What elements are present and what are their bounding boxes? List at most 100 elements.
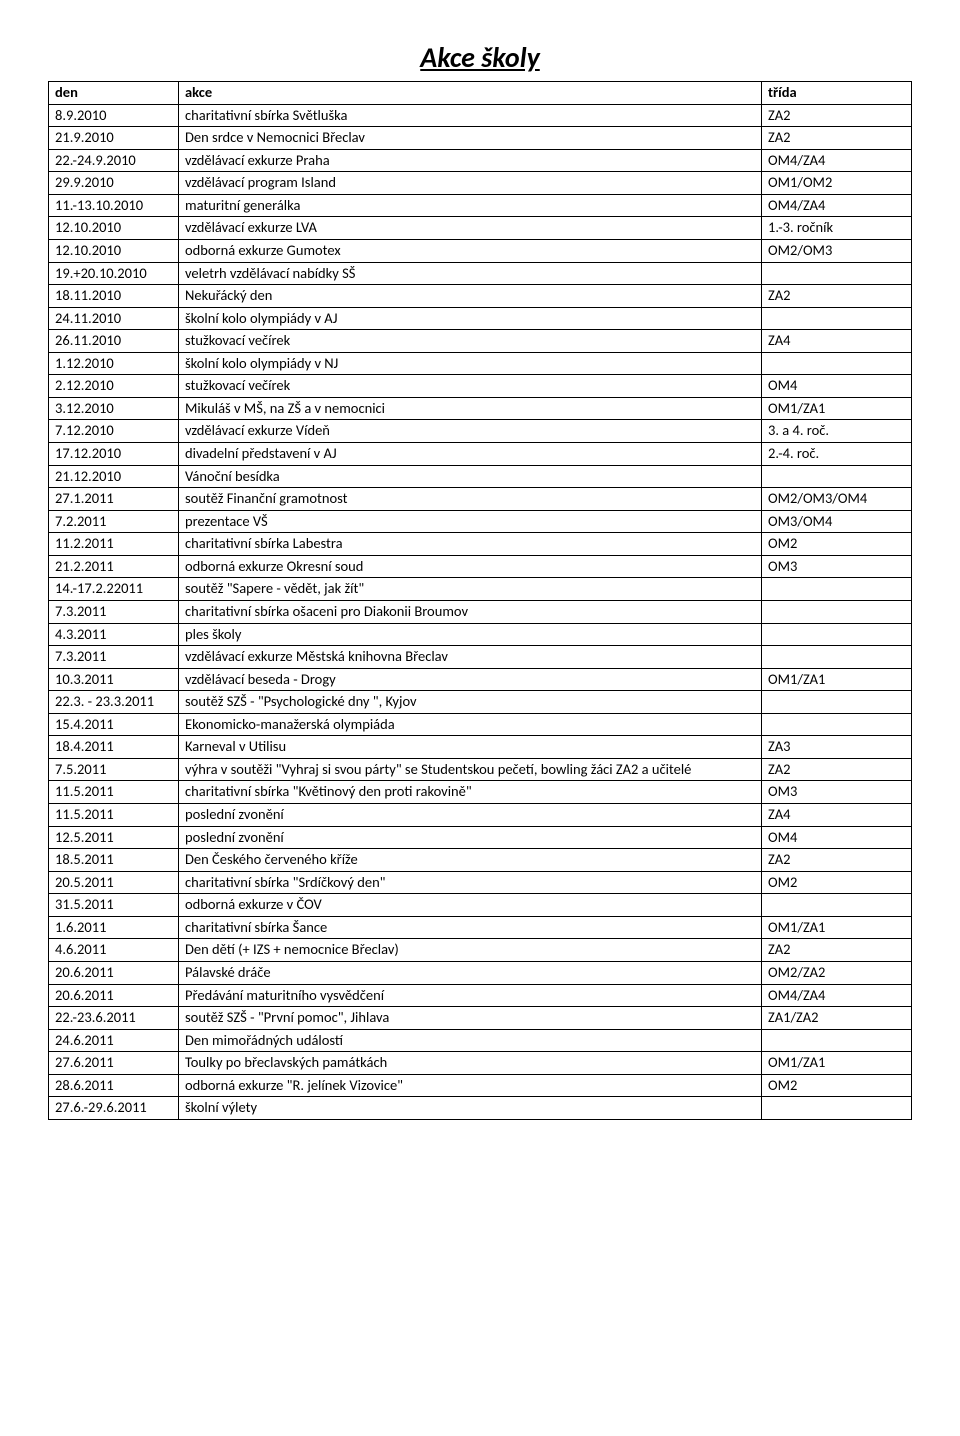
- cell-akce: odborná exkurze v ČOV: [179, 894, 762, 917]
- cell-den: 7.2.2011: [49, 510, 179, 533]
- cell-akce: prezentace VŠ: [179, 510, 762, 533]
- table-row: 17.12.2010divadelní představení v AJ2.-4…: [49, 443, 912, 466]
- cell-trida: 1.-3. ročník: [762, 217, 912, 240]
- cell-den: 21.2.2011: [49, 555, 179, 578]
- cell-akce: odborná exkurze Okresní soud: [179, 555, 762, 578]
- cell-akce: vzdělávací exkurze LVA: [179, 217, 762, 240]
- cell-akce: Den mimořádných událostí: [179, 1029, 762, 1052]
- cell-akce: Předávání maturitního vysvědčení: [179, 984, 762, 1007]
- cell-akce: školní kolo olympiády v AJ: [179, 307, 762, 330]
- cell-den: 7.3.2011: [49, 600, 179, 623]
- cell-trida: OM2/OM3/OM4: [762, 488, 912, 511]
- table-row: 18.5.2011Den Českého červeného křížeZA2: [49, 849, 912, 872]
- table-row: 27.6.2011Toulky po břeclavských památkác…: [49, 1052, 912, 1075]
- cell-den: 18.5.2011: [49, 849, 179, 872]
- table-row: 4.6.2011Den dětí (+ IZS + nemocnice Břec…: [49, 939, 912, 962]
- cell-trida: OM4/ZA4: [762, 149, 912, 172]
- cell-akce: školní kolo olympiády v NJ: [179, 352, 762, 375]
- cell-den: 17.12.2010: [49, 443, 179, 466]
- table-row: 12.10.2010vzdělávací exkurze LVA1.-3. ro…: [49, 217, 912, 240]
- cell-den: 11.2.2011: [49, 533, 179, 556]
- table-header-row: den akce třída: [49, 82, 912, 105]
- cell-akce: Den Českého červeného kříže: [179, 849, 762, 872]
- table-row: 7.3.2011charitativní sbírka ošaceni pro …: [49, 600, 912, 623]
- table-row: 18.11.2010Nekuřácký denZA2: [49, 285, 912, 308]
- col-header-akce: akce: [179, 82, 762, 105]
- cell-den: 26.11.2010: [49, 330, 179, 353]
- cell-den: 12.10.2010: [49, 239, 179, 262]
- cell-den: 27.1.2011: [49, 488, 179, 511]
- cell-akce: Den dětí (+ IZS + nemocnice Břeclav): [179, 939, 762, 962]
- cell-trida: 3. a 4. roč.: [762, 420, 912, 443]
- cell-akce: Den srdce v Nemocnici Břeclav: [179, 127, 762, 150]
- cell-den: 4.3.2011: [49, 623, 179, 646]
- cell-den: 8.9.2010: [49, 104, 179, 127]
- cell-trida: [762, 1097, 912, 1120]
- cell-akce: Pálavské dráče: [179, 961, 762, 984]
- cell-akce: poslední zvonění: [179, 826, 762, 849]
- table-row: 12.5.2011poslední zvoněníOM4: [49, 826, 912, 849]
- cell-trida: ZA2: [762, 285, 912, 308]
- cell-den: 19.+20.10.2010: [49, 262, 179, 285]
- cell-akce: školní výlety: [179, 1097, 762, 1120]
- cell-akce: Mikuláš v MŠ, na ZŠ a v nemocnici: [179, 397, 762, 420]
- cell-trida: OM4: [762, 826, 912, 849]
- cell-akce: charitativní sbírka "Srdíčkový den": [179, 871, 762, 894]
- cell-den: 3.12.2010: [49, 397, 179, 420]
- cell-akce: Nekuřácký den: [179, 285, 762, 308]
- table-row: 20.6.2011Pálavské dráčeOM2/ZA2: [49, 961, 912, 984]
- cell-trida: [762, 262, 912, 285]
- cell-trida: [762, 465, 912, 488]
- cell-den: 31.5.2011: [49, 894, 179, 917]
- cell-trida: ZA1/ZA2: [762, 1007, 912, 1030]
- table-row: 26.11.2010stužkovací večírekZA4: [49, 330, 912, 353]
- cell-trida: OM4/ZA4: [762, 194, 912, 217]
- table-row: 15.4.2011Ekonomicko-manažerská olympiáda: [49, 713, 912, 736]
- cell-akce: odborná exkurze Gumotex: [179, 239, 762, 262]
- cell-trida: [762, 1029, 912, 1052]
- cell-akce: stužkovací večírek: [179, 330, 762, 353]
- page-title: Akce školy: [48, 40, 912, 75]
- table-row: 24.6.2011Den mimořádných událostí: [49, 1029, 912, 1052]
- cell-akce: charitativní sbírka ošaceni pro Diakonii…: [179, 600, 762, 623]
- cell-trida: OM2: [762, 1074, 912, 1097]
- table-row: 11.5.2011poslední zvoněníZA4: [49, 804, 912, 827]
- cell-den: 1.6.2011: [49, 916, 179, 939]
- cell-trida: OM2/OM3: [762, 239, 912, 262]
- cell-den: 20.6.2011: [49, 961, 179, 984]
- col-header-trida: třída: [762, 82, 912, 105]
- events-table: den akce třída 8.9.2010 charitativní sbír…: [48, 81, 912, 1120]
- cell-trida: OM1/ZA1: [762, 397, 912, 420]
- cell-akce: soutěž Finanční gramotnost: [179, 488, 762, 511]
- cell-den: 29.9.2010: [49, 172, 179, 195]
- table-row: 20.5.2011charitativní sbírka "Srdíčkový …: [49, 871, 912, 894]
- cell-trida: OM1/ZA1: [762, 916, 912, 939]
- table-row: 2.12.2010stužkovací večírekOM4: [49, 375, 912, 398]
- cell-den: 21.12.2010: [49, 465, 179, 488]
- cell-den: 2.12.2010: [49, 375, 179, 398]
- cell-den: 18.11.2010: [49, 285, 179, 308]
- cell-den: 22.-23.6.2011: [49, 1007, 179, 1030]
- table-row: 21.12.2010Vánoční besídka: [49, 465, 912, 488]
- cell-den: 12.10.2010: [49, 217, 179, 240]
- cell-akce: maturitní generálka: [179, 194, 762, 217]
- table-row: 11.-13.10.2010maturitní generálkaOM4/ZA4: [49, 194, 912, 217]
- cell-trida: [762, 894, 912, 917]
- cell-trida: ZA2: [762, 849, 912, 872]
- table-row: 19.+20.10.2010veletrh vzdělávací nabídky…: [49, 262, 912, 285]
- cell-den: 21.9.2010: [49, 127, 179, 150]
- cell-akce: stužkovací večírek: [179, 375, 762, 398]
- cell-trida: ZA3: [762, 736, 912, 759]
- table-row: 11.2.2011charitativní sbírka LabestraOM2: [49, 533, 912, 556]
- cell-trida: OM4: [762, 375, 912, 398]
- cell-trida: OM1/ZA1: [762, 668, 912, 691]
- cell-trida: [762, 713, 912, 736]
- cell-trida: OM3: [762, 781, 912, 804]
- cell-trida: ZA4: [762, 330, 912, 353]
- table-row: 22.-23.6.2011soutěž SZŠ - "První pomoc",…: [49, 1007, 912, 1030]
- cell-akce: odborná exkurze "R. jelínek Vizovice": [179, 1074, 762, 1097]
- cell-akce: Karneval v Utilisu: [179, 736, 762, 759]
- cell-den: 7.3.2011: [49, 646, 179, 669]
- cell-trida: OM1/OM2: [762, 172, 912, 195]
- cell-trida: [762, 600, 912, 623]
